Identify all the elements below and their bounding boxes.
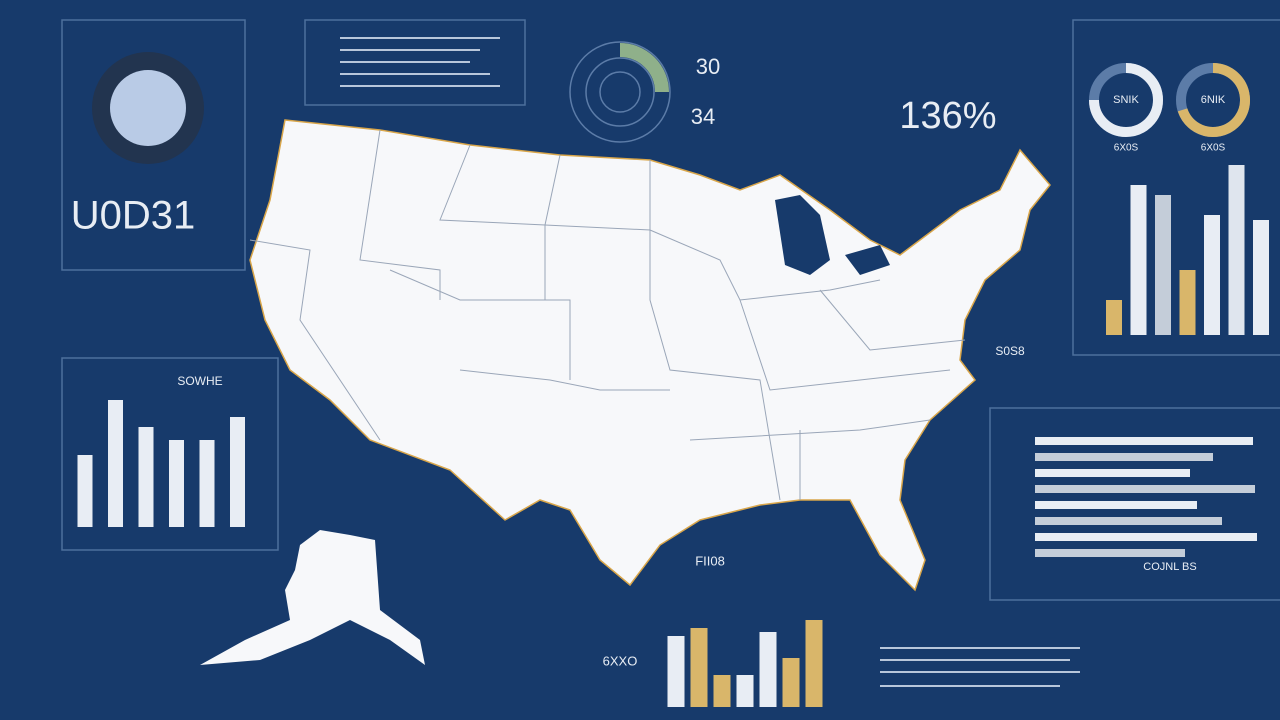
gauge-label: 30 xyxy=(696,54,720,79)
chart-title: COJNL BS xyxy=(1143,561,1196,573)
bar xyxy=(1155,195,1171,335)
donut-label: 6NIK xyxy=(1201,94,1226,106)
bar xyxy=(1130,185,1147,335)
chart-title: SOWHE xyxy=(177,374,222,388)
map-label: 6XXO xyxy=(603,653,638,668)
stat: 136% xyxy=(899,95,996,137)
text-lines xyxy=(340,37,1080,687)
donut-arc xyxy=(1089,63,1163,137)
bar xyxy=(1035,533,1257,541)
bar xyxy=(1035,469,1190,477)
bar xyxy=(199,440,215,527)
bar xyxy=(1035,453,1213,461)
bar xyxy=(690,628,708,707)
gauge-label: 34 xyxy=(691,104,715,129)
panel xyxy=(304,19,526,106)
bar xyxy=(1035,485,1255,493)
bar xyxy=(108,400,123,527)
panel xyxy=(989,407,1280,601)
donut-label: SNIK xyxy=(1113,94,1139,106)
bar xyxy=(1035,549,1185,557)
bar xyxy=(77,455,93,527)
panel-label: U0D31 xyxy=(71,194,196,238)
map-label: FII08 xyxy=(695,553,725,568)
bar xyxy=(138,427,154,527)
bar xyxy=(736,675,754,707)
bar xyxy=(1204,215,1220,335)
bar xyxy=(759,632,777,707)
bar xyxy=(1035,501,1197,509)
bar xyxy=(1228,165,1245,335)
bar xyxy=(667,636,685,707)
bar xyxy=(1179,270,1196,335)
gauge-ring xyxy=(569,41,671,143)
bar xyxy=(713,675,731,707)
panel xyxy=(61,19,246,271)
panel xyxy=(61,357,279,551)
bar xyxy=(782,658,800,707)
panel xyxy=(1072,19,1280,356)
donut-arc xyxy=(1177,63,1250,137)
map-label: S0S8 xyxy=(995,344,1025,358)
knob xyxy=(110,70,186,146)
bar xyxy=(169,440,184,527)
gauge-ring xyxy=(585,57,655,127)
donut-caption: 6X0S xyxy=(1114,143,1139,154)
donut-caption: 6X0S xyxy=(1201,143,1226,154)
gauge-ring xyxy=(599,71,641,113)
bar xyxy=(1035,437,1253,445)
bar xyxy=(1035,517,1222,525)
bar xyxy=(230,417,245,527)
bar xyxy=(805,620,823,707)
us-map xyxy=(200,119,1051,665)
bar xyxy=(1106,300,1122,335)
gauge-arc xyxy=(619,43,669,93)
bar xyxy=(1253,220,1269,335)
